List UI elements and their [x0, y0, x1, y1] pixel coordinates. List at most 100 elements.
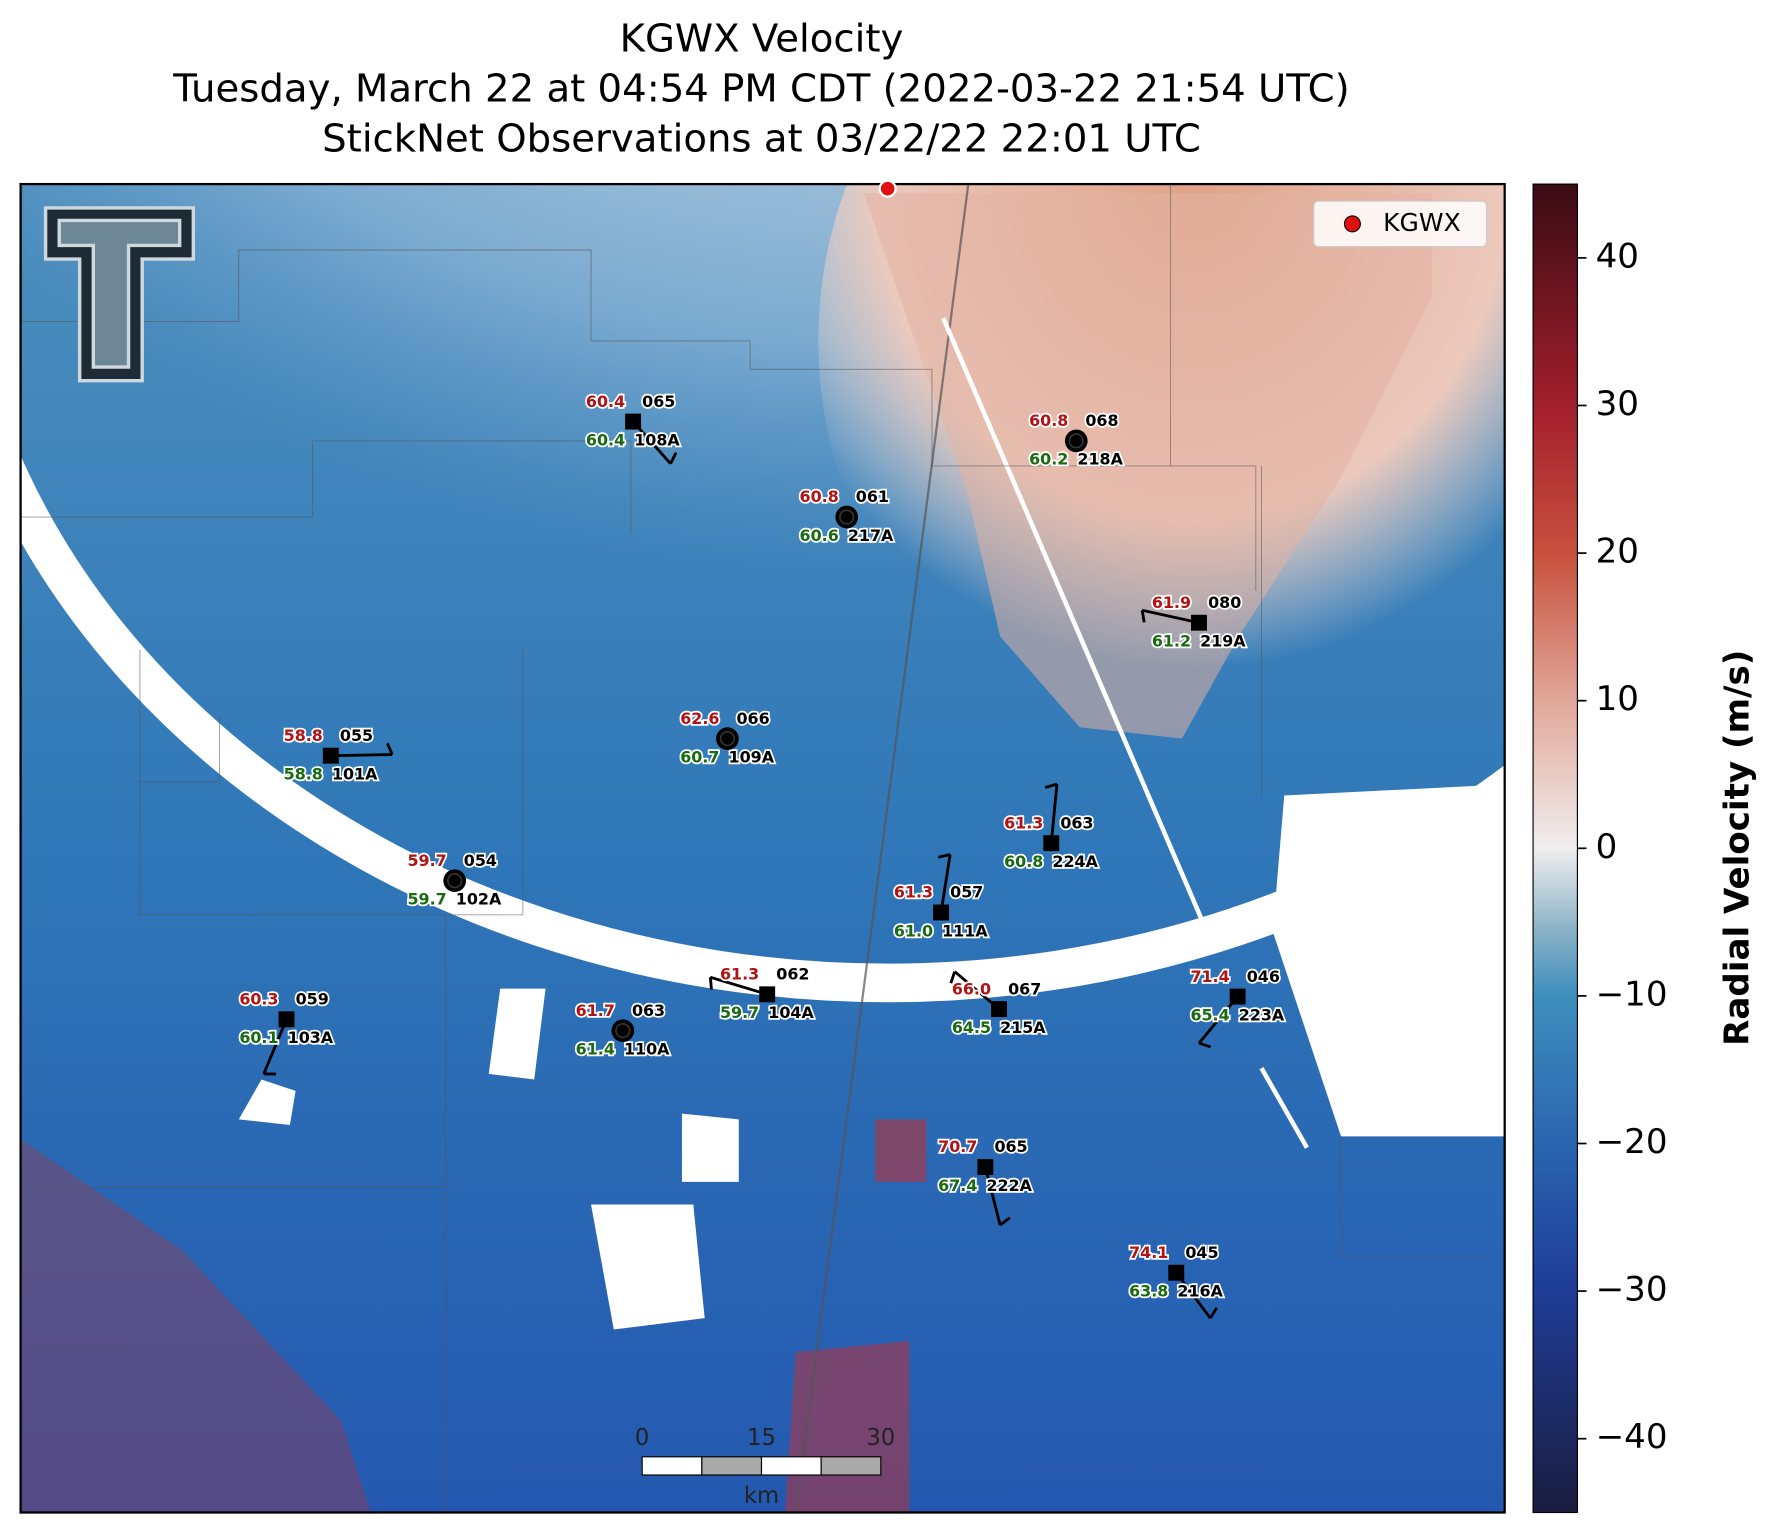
temperature: 60.3	[239, 990, 278, 1009]
dewpoint: 58.8	[284, 765, 323, 784]
wind-barb-tick	[708, 977, 713, 990]
wind-barb-tick	[669, 452, 678, 465]
temperature: 59.7	[408, 851, 447, 870]
dewpoint: 61.4	[576, 1040, 615, 1059]
scale-tick-label: 0	[635, 1425, 649, 1451]
wind-barb-tick	[999, 1216, 1011, 1227]
temperature: 61.9	[1152, 593, 1191, 612]
wind-barb	[1141, 608, 1200, 625]
station-code: 063	[632, 1001, 665, 1020]
station-code: 046	[1247, 967, 1280, 986]
station-id: 110A	[624, 1040, 670, 1059]
title-line: KGWX Velocity	[620, 16, 904, 61]
temperature: 60.8	[800, 487, 839, 506]
station-marker	[625, 413, 642, 430]
colorbar-tick-label: −40	[1596, 1417, 1668, 1457]
dewpoint: 60.2	[1029, 450, 1068, 469]
station-marker	[835, 505, 859, 529]
dewpoint: 60.6	[800, 526, 839, 545]
station-code: 065	[642, 392, 675, 411]
station-marker	[1064, 429, 1088, 453]
legend-label: KGWX	[1383, 208, 1461, 237]
station-id: 104A	[768, 1003, 814, 1022]
legend-box	[1313, 200, 1488, 248]
station-code: 055	[340, 726, 373, 745]
dewpoint: 59.7	[720, 1003, 759, 1022]
station-marker	[443, 869, 467, 893]
wind-barb-tick	[1198, 1041, 1212, 1049]
station-marker	[278, 1011, 295, 1028]
station-code: 057	[950, 883, 983, 902]
temperature: 61.3	[1004, 813, 1043, 832]
station-calm-ring	[839, 509, 855, 525]
scale-segment	[701, 1456, 763, 1476]
temperature: 74.1	[1129, 1243, 1168, 1262]
wind-barb-tick	[386, 742, 394, 756]
temperature: 71.4	[1190, 967, 1229, 986]
station-calm-ring	[615, 1023, 631, 1039]
station-id: 108A	[634, 430, 680, 449]
colorbar-tick-label: −30	[1596, 1270, 1668, 1310]
colorbar	[1532, 183, 1578, 1514]
station-code: 059	[296, 990, 329, 1009]
scale-segment	[641, 1456, 703, 1476]
wind-barb	[1049, 783, 1059, 844]
title-line: StickNet Observations at 03/22/22 22:01 …	[322, 116, 1201, 161]
stations: 60.4 065 60.4 108A 60.8 061 60.6 217A 60.8 068 60.…	[238, 390, 1287, 1320]
station-code: 065	[994, 1137, 1027, 1156]
wind-barb-tick	[949, 971, 957, 984]
station-id: 217A	[848, 526, 894, 545]
station-marker	[322, 747, 339, 764]
scale-segment	[760, 1456, 822, 1476]
temperature: 66.0	[952, 979, 991, 998]
station-id: 103A	[288, 1028, 334, 1047]
temperature: 61.3	[894, 883, 933, 902]
station-marker	[991, 1001, 1007, 1018]
station-marker	[1191, 614, 1207, 631]
title-block: KGWX Velocity Tuesday, March 22 at 04:54 …	[172, 16, 1349, 161]
station-marker	[611, 1019, 635, 1043]
wind-barb	[262, 1018, 288, 1075]
temperature: 60.4	[586, 392, 625, 411]
dewpoint: 64.5	[952, 1018, 991, 1037]
station-id: 222A	[987, 1176, 1033, 1195]
wind-barb	[983, 1166, 1002, 1226]
station-id: 215A	[1000, 1018, 1046, 1037]
wind-barb	[709, 975, 768, 996]
dewpoint: 61.0	[894, 921, 933, 940]
station-marker	[759, 986, 776, 1003]
colorbar-ticks: −40 −30 −20 −10 0 10 20 30 40	[1577, 236, 1668, 1457]
colorbar-tick-label: 0	[1596, 827, 1618, 867]
radar-site	[878, 179, 897, 198]
temperature: 62.6	[680, 709, 719, 728]
station-code: 062	[776, 965, 809, 984]
dewpoint: 67.4	[938, 1176, 977, 1195]
map-frame	[19, 182, 1506, 1514]
station-marker	[977, 1159, 994, 1175]
station-calm-ring	[447, 873, 463, 889]
station-marker	[716, 727, 739, 750]
station-calm-ring	[1068, 433, 1084, 449]
station-id: 101A	[332, 765, 378, 784]
scale-tick-label: 30	[866, 1425, 895, 1451]
station-code: 068	[1085, 411, 1118, 430]
wind-barb	[330, 753, 393, 758]
wind-barb-tick	[1044, 782, 1058, 789]
dewpoint: 60.7	[680, 747, 719, 766]
colorbar-tick-label: 20	[1596, 532, 1639, 572]
temperature: 70.7	[938, 1137, 977, 1156]
colorbar-tick-label: −10	[1596, 974, 1668, 1014]
station-code: 045	[1185, 1243, 1218, 1262]
dewpoint: 63.8	[1129, 1282, 1168, 1301]
station-code: 067	[1008, 979, 1041, 998]
station-id: 216A	[1177, 1282, 1223, 1301]
temperature: 61.7	[576, 1001, 615, 1020]
legend: KGWX	[1313, 200, 1488, 248]
temperature: 61.3	[720, 965, 759, 984]
station-code: 080	[1208, 593, 1241, 612]
station-id: 218A	[1077, 450, 1123, 469]
station-id: 109A	[729, 747, 775, 766]
